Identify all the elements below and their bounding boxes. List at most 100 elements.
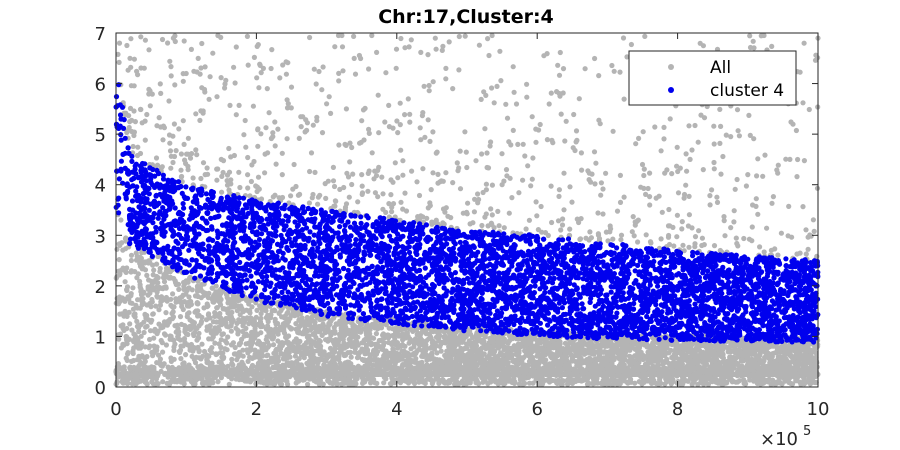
data-point-all (208, 330, 214, 336)
data-point-all (445, 336, 451, 342)
data-point-all (195, 335, 202, 341)
data-point-all (163, 342, 169, 348)
data-point-all (232, 295, 238, 301)
data-point-all (197, 287, 203, 293)
data-point-all (272, 354, 278, 360)
data-point-all (118, 217, 124, 223)
data-point-all (539, 348, 545, 354)
data-point-all (622, 352, 628, 358)
data-point-all (480, 340, 487, 346)
data-point-all (631, 360, 637, 366)
data-point-all (122, 308, 128, 314)
data-point-all (619, 358, 625, 364)
data-point-all (776, 355, 782, 361)
data-point-all (281, 340, 287, 346)
data-point-all (307, 327, 314, 333)
data-point-all (244, 315, 250, 321)
data-point-all (147, 336, 153, 343)
data-point-all (157, 302, 163, 308)
data-point-all (250, 355, 256, 361)
data-point-all (263, 337, 269, 343)
data-point-all (236, 297, 242, 303)
data-point-all (123, 269, 129, 275)
data-point-all (371, 335, 377, 341)
data-point-all (636, 355, 642, 361)
data-point-all (154, 344, 160, 350)
data-point-all (562, 340, 569, 346)
data-point-all (182, 339, 188, 345)
data-point-all (172, 279, 179, 286)
data-point-all (509, 352, 515, 358)
data-point-all (265, 312, 271, 318)
data-point-all (557, 341, 563, 347)
data-point-all (137, 322, 143, 328)
data-point-all (782, 348, 789, 354)
data-point-all (808, 352, 814, 358)
data-point-all (429, 340, 435, 346)
data-point-all (124, 287, 130, 294)
data-point-all (543, 342, 549, 348)
data-point-all (219, 331, 225, 338)
data-point-all (593, 344, 599, 350)
data-point-all (303, 321, 309, 327)
data-point-all (760, 347, 766, 353)
data-point-all (408, 346, 414, 352)
data-point-all (128, 252, 135, 258)
data-point-all (306, 336, 313, 342)
data-point-all (128, 257, 134, 264)
data-point-all (144, 272, 150, 278)
data-point-all (653, 354, 660, 360)
data-point-all (288, 341, 294, 347)
data-point-all (795, 354, 801, 360)
data-point-all (478, 348, 484, 354)
data-point-all (270, 334, 276, 340)
data-point-all (136, 353, 142, 359)
data-point-all (177, 314, 184, 320)
data-point-all (245, 358, 251, 364)
data-point-all (155, 275, 161, 281)
data-point-all (198, 318, 205, 325)
data-point-all (367, 357, 373, 363)
data-point-all (734, 360, 740, 366)
data-point-all (182, 286, 188, 292)
data-point-all (735, 351, 742, 357)
data-point-all (314, 315, 320, 321)
data-point-all (393, 327, 399, 333)
data-point-all (213, 351, 219, 357)
data-point-all (153, 303, 159, 309)
data-point-all (363, 342, 369, 348)
data-point-all (130, 337, 137, 344)
data-point-all (651, 348, 657, 354)
data-point-all (373, 331, 379, 337)
data-point-all (266, 329, 272, 335)
data-point-all (243, 341, 249, 347)
data-point-all (397, 332, 403, 338)
data-point-all (364, 325, 370, 331)
data-point-all (361, 357, 368, 363)
data-point-all (116, 257, 122, 263)
data-point-all (158, 362, 164, 368)
data-point-all (150, 311, 156, 317)
data-point-all (386, 359, 392, 365)
data-point-all (176, 286, 182, 292)
data-point-all (292, 338, 299, 344)
data-point-all (440, 359, 446, 365)
data-point-all (259, 345, 265, 351)
data-point-all (272, 308, 278, 314)
data-point-all (249, 316, 255, 323)
data-point-all (325, 326, 331, 332)
data-point-all (438, 341, 444, 347)
data-point-all (403, 358, 409, 364)
data-point-all (492, 348, 498, 354)
data-point-all (486, 344, 492, 350)
data-point-all (237, 306, 244, 312)
data-point-all (259, 307, 266, 313)
data-point-all (229, 356, 235, 362)
data-point-all (477, 358, 483, 364)
data-point-all (732, 343, 738, 349)
data-point-all (471, 344, 477, 350)
data-point-all (133, 250, 139, 256)
data-point-all (361, 348, 367, 354)
data-point-all (296, 347, 302, 353)
data-point-all (281, 324, 287, 330)
